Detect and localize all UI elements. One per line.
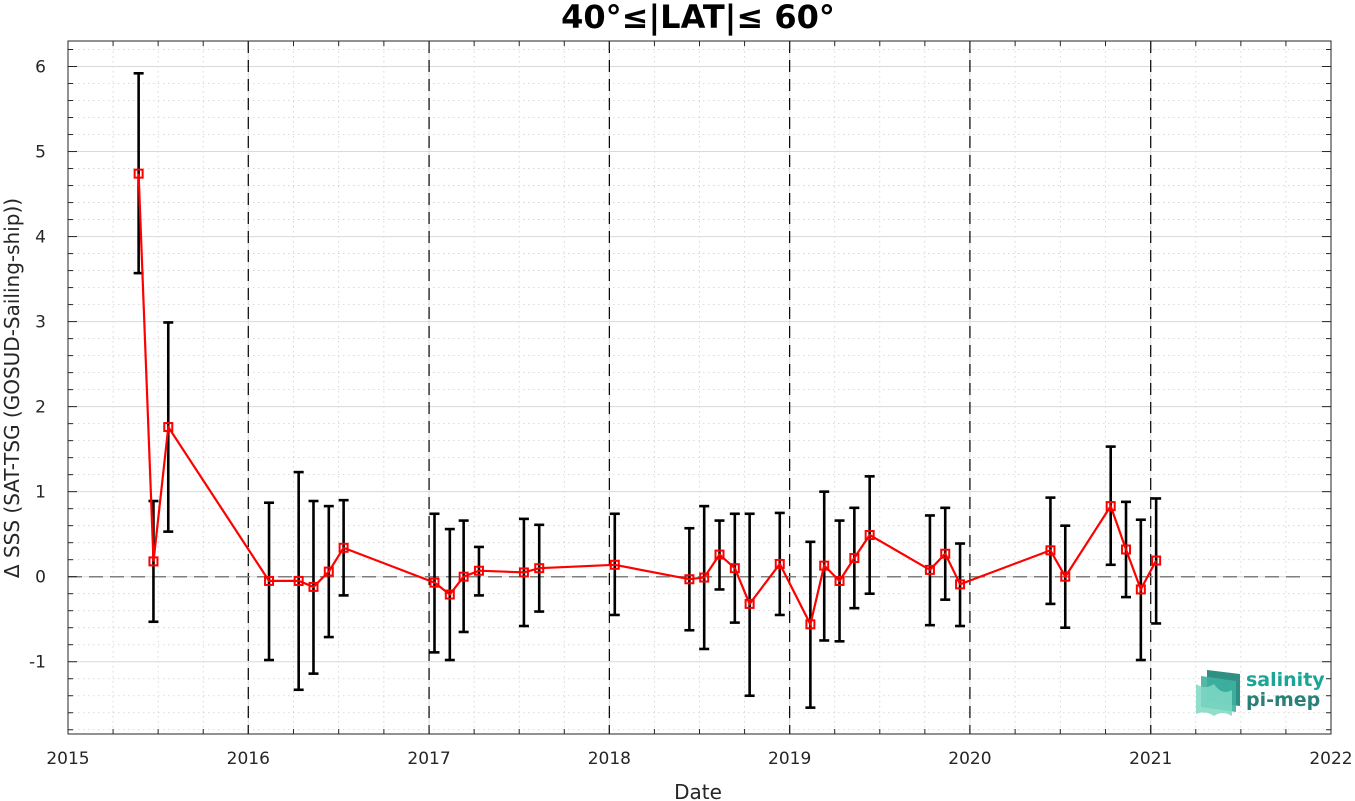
- data-point-marker: [805, 619, 816, 630]
- data-point-marker: [264, 575, 275, 586]
- series-markers: [133, 168, 1162, 630]
- data-point-marker: [819, 560, 830, 571]
- data-point-marker: [940, 548, 951, 559]
- y-tick-label: 6: [35, 58, 46, 78]
- data-point-marker: [518, 567, 529, 578]
- y-tick-labels: -1 0 1 2 3 4 5 6: [29, 58, 46, 673]
- data-point-marker: [955, 579, 966, 590]
- minor-grid: [68, 41, 1331, 734]
- y-tick-label: 3: [35, 313, 46, 333]
- x-tick-label: 2016: [227, 749, 270, 769]
- data-point-marker: [473, 565, 484, 576]
- data-point-marker: [444, 589, 455, 600]
- y-tick-label: -1: [29, 653, 46, 673]
- data-point-marker: [338, 542, 349, 553]
- data-point-marker: [163, 422, 174, 433]
- data-point-marker: [924, 564, 935, 575]
- x-tick-label: 2015: [46, 749, 89, 769]
- y-tick-label: 4: [35, 228, 46, 248]
- data-point-marker: [774, 558, 785, 569]
- axis-ticks: [67, 41, 1332, 734]
- x-axis-label: Date: [674, 780, 722, 801]
- data-point-marker: [1151, 555, 1162, 566]
- x-tick-label: 2021: [1129, 749, 1172, 769]
- data-point-marker: [849, 552, 860, 563]
- logo-line-1: salinity: [1246, 669, 1325, 691]
- data-point-marker: [1135, 584, 1146, 595]
- wave-logo-icon: [1196, 670, 1240, 716]
- series-line: [137, 173, 1158, 628]
- salinity-pi-mep-logo: salinity pi-mep: [1196, 669, 1325, 716]
- data-point-marker: [1045, 545, 1056, 556]
- y-tick-label: 1: [35, 483, 46, 503]
- data-point-marker: [308, 581, 319, 592]
- data-point-marker: [534, 563, 545, 574]
- data-point-marker: [458, 571, 469, 582]
- chart-title: 40°≤|LAT|≤ 60°: [561, 0, 835, 37]
- data-point-marker: [714, 549, 725, 560]
- data-point-marker: [429, 577, 440, 588]
- data-point-marker: [1121, 544, 1132, 555]
- y-tick-label: 2: [35, 398, 46, 418]
- x-tick-label: 2018: [588, 749, 631, 769]
- x-tick-labels: 2015 2016 2017 2018 2019 2020 2021 2022: [46, 749, 1352, 769]
- data-point-marker: [744, 598, 755, 609]
- data-point-marker: [729, 563, 740, 574]
- y-tick-label: 0: [35, 568, 46, 588]
- x-tick-label: 2019: [768, 749, 811, 769]
- error-bars: [133, 72, 1162, 709]
- logo-line-2: pi-mep: [1246, 689, 1320, 711]
- data-point-marker: [699, 572, 710, 583]
- data-point-marker: [148, 556, 159, 567]
- data-point-marker: [834, 575, 845, 586]
- data-point-marker: [684, 574, 695, 585]
- x-tick-label: 2022: [1309, 749, 1352, 769]
- y-axis-label: Δ SSS (SAT-TSG (GOSUD-Sailing-ship)): [0, 198, 24, 578]
- x-tick-label: 2020: [948, 749, 991, 769]
- y-tick-label: 5: [35, 143, 46, 163]
- data-point-marker: [323, 566, 334, 577]
- data-point-marker: [133, 168, 144, 179]
- data-point-marker: [609, 559, 620, 570]
- data-point-marker: [864, 530, 875, 541]
- year-divider-lines: [247, 41, 1152, 734]
- data-point-marker: [1105, 501, 1116, 512]
- x-tick-label: 2017: [407, 749, 450, 769]
- data-point-marker: [1060, 571, 1071, 582]
- data-point-marker: [293, 575, 304, 586]
